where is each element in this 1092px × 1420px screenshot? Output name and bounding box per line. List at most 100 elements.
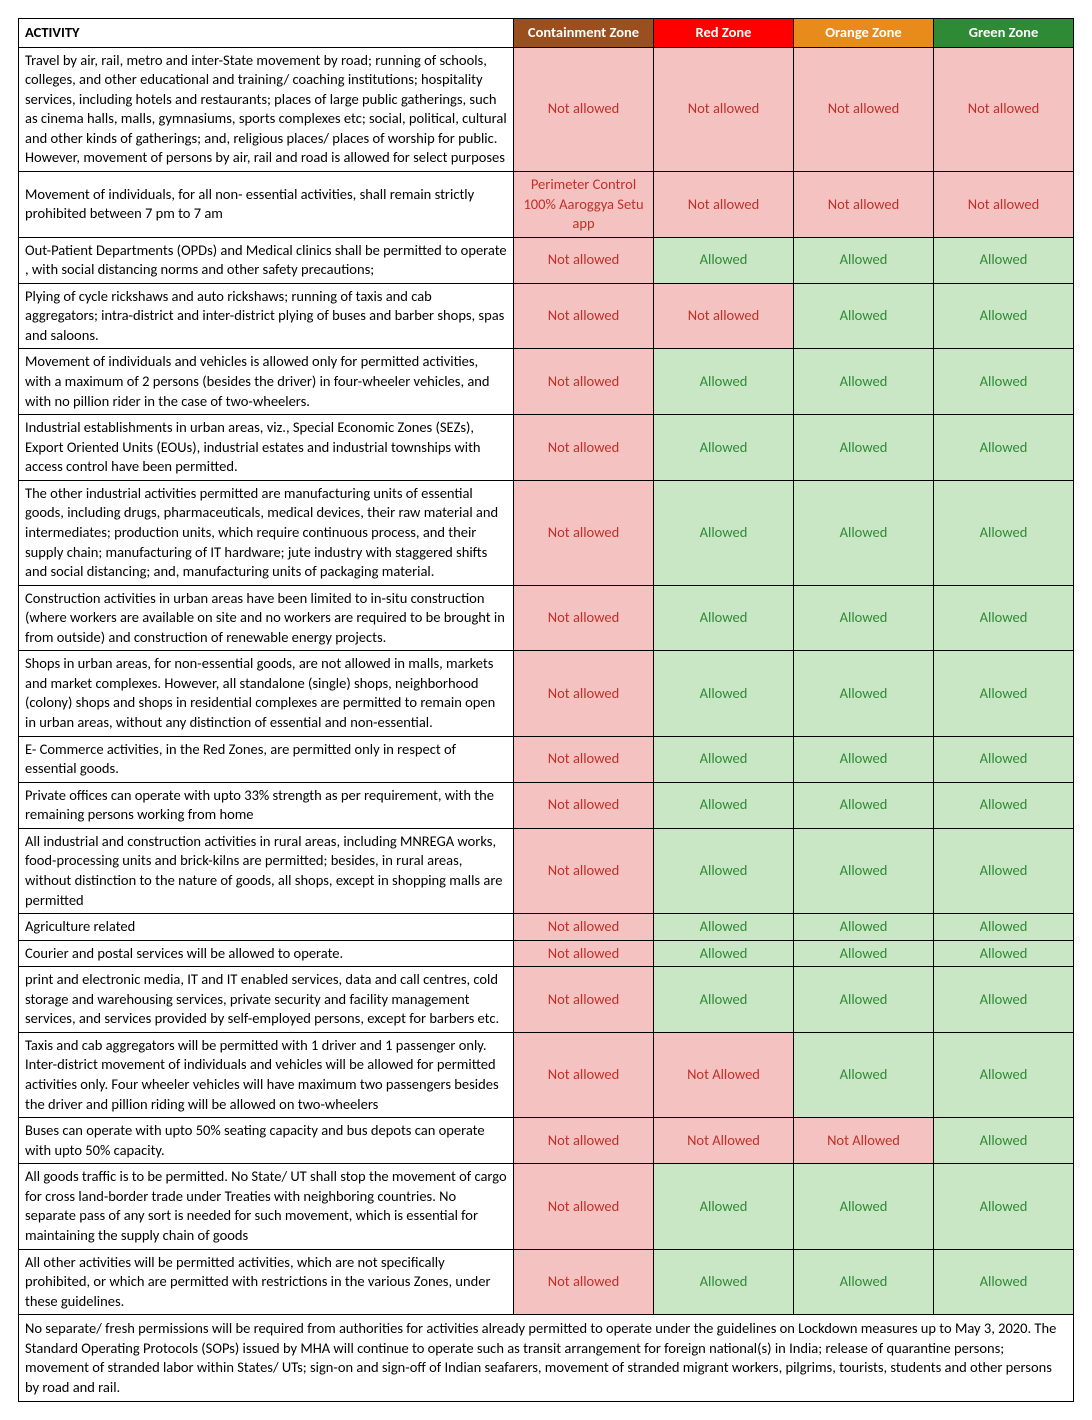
zone-cell: Not allowed [514,349,654,415]
activity-cell: Buses can operate with upto 50% seating … [19,1118,514,1164]
zone-cell: Not allowed [514,1249,654,1315]
table-header-row: ACTIVITY Containment Zone Red Zone Orang… [19,19,1074,48]
table-row: Private offices can operate with upto 33… [19,782,1074,828]
activity-cell: Out-Patient Departments (OPDs) and Medic… [19,237,514,283]
header-activity: ACTIVITY [19,19,514,48]
table-row: Travel by air, rail, metro and inter-Sta… [19,47,1074,171]
zone-cell: Allowed [934,782,1074,828]
zone-cell: Allowed [654,1164,794,1249]
zone-cell: Allowed [794,1032,934,1117]
zone-cell: Not allowed [514,1164,654,1249]
activity-cell: Shops in urban areas, for non-essential … [19,651,514,736]
activity-cell: The other industrial activities permitte… [19,480,514,585]
zone-cell: Not allowed [514,415,654,481]
zone-activity-table: ACTIVITY Containment Zone Red Zone Orang… [18,18,1074,1402]
table-row: All industrial and construction activiti… [19,828,1074,913]
zone-cell: Not Allowed [794,1118,934,1164]
zone-cell: Allowed [654,415,794,481]
zone-cell: Not allowed [514,914,654,941]
header-green: Green Zone [934,19,1074,48]
activity-cell: Movement of individuals and vehicles is … [19,349,514,415]
zone-cell: Not allowed [934,171,1074,237]
zone-cell: Not allowed [934,47,1074,171]
zone-cell: Allowed [794,736,934,782]
zone-cell: Allowed [654,651,794,736]
table-row: All other activities will be permitted a… [19,1249,1074,1315]
table-row: Industrial establishments in urban areas… [19,415,1074,481]
zone-cell: Allowed [794,782,934,828]
zone-cell: Allowed [794,940,934,967]
zone-cell: Allowed [934,237,1074,283]
zone-cell: Allowed [934,914,1074,941]
activity-cell: E- Commerce activities, in the Red Zones… [19,736,514,782]
table-row: E- Commerce activities, in the Red Zones… [19,736,1074,782]
zone-cell: Allowed [934,283,1074,349]
zone-cell: Allowed [934,1249,1074,1315]
zone-cell: Not allowed [514,967,654,1033]
activity-cell: Movement of individuals, for all non- es… [19,171,514,237]
zone-cell: Allowed [654,940,794,967]
zone-cell: Allowed [654,914,794,941]
zone-cell: Allowed [934,1164,1074,1249]
zone-cell: Not Allowed [654,1032,794,1117]
table-footer-row: No separate/ fresh permissions will be r… [19,1315,1074,1402]
zone-cell: Allowed [654,585,794,651]
zone-cell: Allowed [794,651,934,736]
zone-cell: Not allowed [514,736,654,782]
zone-cell: Allowed [654,349,794,415]
activity-cell: Taxis and cab aggregators will be permit… [19,1032,514,1117]
zone-cell: Allowed [794,1249,934,1315]
zone-cell: Allowed [934,736,1074,782]
zone-cell: Allowed [934,585,1074,651]
zone-cell: Allowed [934,480,1074,585]
zone-cell: Allowed [934,828,1074,913]
header-orange: Orange Zone [794,19,934,48]
zone-cell: Not allowed [654,283,794,349]
activity-cell: All other activities will be permitted a… [19,1249,514,1315]
zone-cell: Allowed [794,585,934,651]
zone-cell: Allowed [794,283,934,349]
zone-cell: Not allowed [514,828,654,913]
zone-cell: Allowed [934,1032,1074,1117]
zone-cell: Not allowed [514,480,654,585]
activity-cell: Private offices can operate with upto 33… [19,782,514,828]
zone-cell: Not allowed [514,283,654,349]
table-row: Shops in urban areas, for non-essential … [19,651,1074,736]
zone-cell: Allowed [794,914,934,941]
zone-cell: Not allowed [794,171,934,237]
activity-cell: All goods traffic is to be permitted. No… [19,1164,514,1249]
table-row: Out-Patient Departments (OPDs) and Medic… [19,237,1074,283]
table-row: All goods traffic is to be permitted. No… [19,1164,1074,1249]
zone-cell: Allowed [794,237,934,283]
zone-cell: Allowed [794,349,934,415]
table-row: Movement of individuals and vehicles is … [19,349,1074,415]
zone-cell: Not allowed [794,47,934,171]
zone-cell: Allowed [794,828,934,913]
activity-cell: All industrial and construction activiti… [19,828,514,913]
zone-cell: Allowed [654,828,794,913]
zone-cell: Allowed [794,967,934,1033]
zone-cell: Not allowed [514,1118,654,1164]
footer-note: No separate/ fresh permissions will be r… [19,1315,1074,1402]
activity-cell: Construction activities in urban areas h… [19,585,514,651]
zone-cell: Allowed [934,967,1074,1033]
zone-cell: Allowed [794,480,934,585]
zone-cell: Allowed [654,237,794,283]
table-row: Buses can operate with upto 50% seating … [19,1118,1074,1164]
zone-cell: Perimeter Control 100% Aaroggya Setu app [514,171,654,237]
zone-cell: Not allowed [514,782,654,828]
zone-cell: Not allowed [514,585,654,651]
header-red: Red Zone [654,19,794,48]
activity-cell: Plying of cycle rickshaws and auto ricks… [19,283,514,349]
zone-cell: Not allowed [514,47,654,171]
zone-cell: Not allowed [654,47,794,171]
activity-cell: Courier and postal services will be allo… [19,940,514,967]
table-row: Construction activities in urban areas h… [19,585,1074,651]
activity-cell: print and electronic media, IT and IT en… [19,967,514,1033]
zone-cell: Allowed [934,651,1074,736]
zone-cell: Allowed [654,782,794,828]
zone-cell: Allowed [794,415,934,481]
zone-cell: Allowed [654,967,794,1033]
table-row: Movement of individuals, for all non- es… [19,171,1074,237]
table-row: print and electronic media, IT and IT en… [19,967,1074,1033]
